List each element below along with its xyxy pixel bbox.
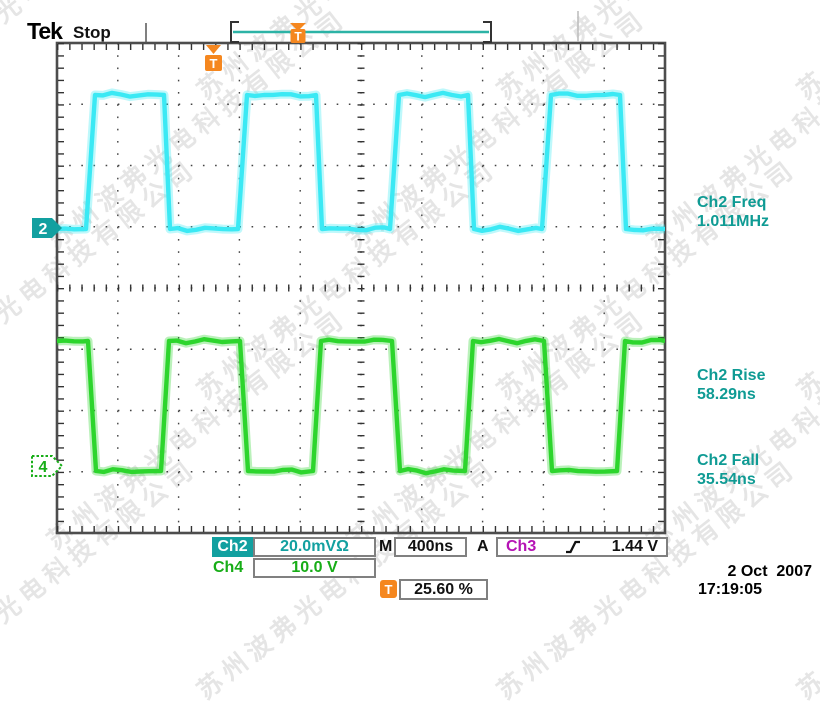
ch2-channel-badge: Ch2 <box>212 537 253 557</box>
measurement-ch2-rise: Ch2 Rise 58.29ns <box>697 366 765 404</box>
timebase-m-label: M <box>379 538 393 555</box>
ch4-scale-readout: 10.0 V <box>253 558 376 578</box>
trigger-t-box <box>205 55 222 71</box>
ch2-marker-arrow <box>32 218 62 238</box>
trigger-readout: Ch3 1.44 V <box>496 537 668 557</box>
record-trigger-t-label: T <box>294 30 302 44</box>
ch4-channel-label: Ch4 <box>213 559 244 576</box>
trigger-t-label: T <box>210 56 218 71</box>
acquisition-status: Stop <box>73 23 111 42</box>
date-readout: 2 Oct 2007 <box>727 563 813 580</box>
ch4-marker-arrow <box>31 455 64 477</box>
tek-logo: Tek <box>27 18 63 44</box>
ch2-scale-readout: 20.0mVΩ <box>253 537 376 557</box>
record-bracket-right <box>483 21 492 43</box>
ch2-marker-label: 2 <box>39 221 48 238</box>
timebase-readout: 400ns <box>394 537 467 557</box>
record-view-bar: T <box>230 21 492 44</box>
ch2-trace <box>57 90 665 234</box>
measurement-ch2-fall: Ch2 Fall 35.54ns <box>697 451 759 489</box>
trigger-t-icon: T <box>380 580 397 598</box>
ch4-trace-glow <box>57 334 665 478</box>
ch2-reference-marker: 2 <box>32 218 62 238</box>
graticule-grid <box>57 43 665 533</box>
scope-graphics: T T 2 4 <box>31 11 667 535</box>
record-trigger-box <box>290 29 306 43</box>
ch4-reference-marker: 4 <box>31 455 64 477</box>
measurement-label: Ch2 Rise <box>697 367 766 384</box>
trigger-a-label: A <box>477 538 489 555</box>
waveform-traces <box>57 88 665 478</box>
trigger-level-value: 1.44 V <box>611 538 658 555</box>
record-trigger-icon <box>290 23 306 31</box>
measurement-label: Ch2 Freq <box>697 194 767 211</box>
measurement-label: Ch2 Fall <box>697 452 760 469</box>
ch4-marker-label: 4 <box>39 459 48 476</box>
trigger-source-label: Ch3 <box>506 538 537 555</box>
measurement-value: 58.29ns <box>697 386 756 403</box>
rising-edge-icon <box>566 540 581 553</box>
measurement-value: 35.54ns <box>697 471 756 488</box>
trigger-position-marker: T <box>205 45 222 71</box>
measurement-value: 1.011MHz <box>697 213 770 230</box>
time-readout: 17:19:05 <box>697 581 762 598</box>
measurement-ch2-freq: Ch2 Freq 1.011MHz <box>697 193 769 231</box>
ch4-trace <box>57 336 665 476</box>
trigger-arrow-icon <box>206 45 221 54</box>
trigger-position-readout: 25.60 % <box>399 579 488 600</box>
ch2-trace-glow <box>57 88 665 236</box>
record-bracket-left <box>230 21 239 43</box>
